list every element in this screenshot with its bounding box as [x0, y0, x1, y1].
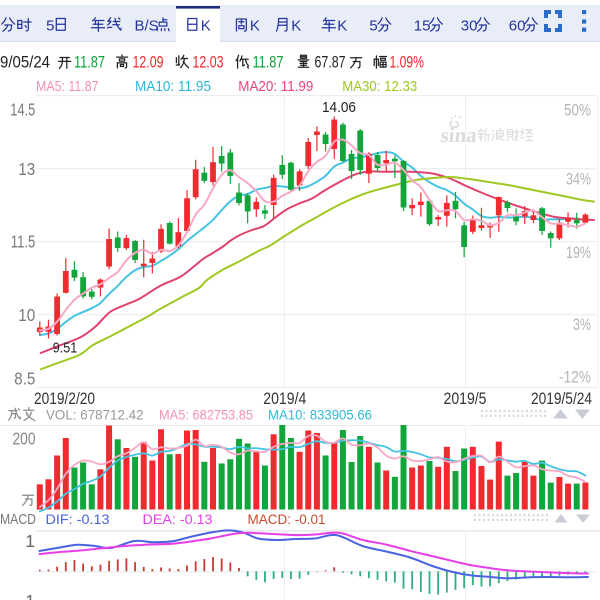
svg-text:sina: sina: [439, 123, 478, 147]
svg-text:DEA: -0.13: DEA: -0.13: [143, 511, 213, 527]
svg-text:9.51: 9.51: [53, 340, 78, 357]
svg-text:MA5: 11.87: MA5: 11.87: [36, 78, 99, 95]
svg-text:MA20: 11.99: MA20: 11.99: [238, 78, 313, 95]
svg-text:2019/2/20: 2019/2/20: [34, 390, 95, 408]
svg-text:50%: 50%: [564, 102, 591, 120]
svg-text:MA30: 12.33: MA30: 12.33: [342, 78, 417, 95]
svg-text:MA5: 682753.85: MA5: 682753.85: [159, 408, 253, 423]
svg-text:10: 10: [18, 305, 35, 325]
svg-text:3%: 3%: [573, 316, 591, 334]
svg-text:8.5: 8.5: [14, 368, 35, 388]
svg-text:K: K: [291, 17, 301, 34]
svg-text:12.03: 12.03: [193, 54, 224, 72]
svg-text:12.09: 12.09: [133, 54, 164, 72]
svg-text:DIF: -0.13: DIF: -0.13: [46, 511, 110, 527]
svg-text:K: K: [250, 17, 260, 34]
svg-text:B/S: B/S: [135, 17, 159, 34]
svg-text:15: 15: [414, 17, 431, 34]
svg-text:2019/4: 2019/4: [263, 390, 306, 408]
svg-text:MA10: 11.95: MA10: 11.95: [135, 78, 211, 95]
svg-text:11.87: 11.87: [74, 54, 105, 72]
svg-text:200: 200: [13, 428, 36, 448]
svg-text:34%: 34%: [566, 171, 591, 189]
svg-text:MA10: 833905.66: MA10: 833905.66: [268, 408, 372, 423]
svg-text:5: 5: [46, 17, 54, 34]
svg-text:14.5: 14.5: [10, 99, 35, 119]
svg-text:14.06: 14.06: [322, 99, 356, 116]
svg-text:-12%: -12%: [559, 369, 591, 387]
svg-text:30: 30: [461, 17, 478, 34]
svg-text:K: K: [337, 17, 347, 34]
svg-text:1.09%: 1.09%: [390, 54, 425, 72]
svg-text:11.87: 11.87: [253, 54, 284, 72]
svg-text:MACD: -0.01: MACD: -0.01: [248, 511, 326, 527]
svg-text:5: 5: [369, 17, 377, 34]
svg-text:67.87: 67.87: [315, 54, 346, 72]
svg-text:9/05/24: 9/05/24: [0, 54, 50, 72]
svg-text:-1: -1: [19, 591, 35, 600]
svg-text:1: 1: [25, 531, 35, 551]
svg-text:19%: 19%: [566, 244, 591, 262]
svg-text:K: K: [201, 17, 211, 34]
svg-text:60: 60: [509, 17, 526, 34]
svg-text:2019/5: 2019/5: [444, 390, 487, 408]
svg-text:VOL: 678712.42: VOL: 678712.42: [46, 408, 144, 423]
svg-text:MACD: MACD: [0, 512, 36, 528]
svg-text:2019/5/24: 2019/5/24: [531, 390, 592, 408]
svg-text:13: 13: [18, 159, 35, 179]
svg-text:11.5: 11.5: [11, 232, 36, 252]
